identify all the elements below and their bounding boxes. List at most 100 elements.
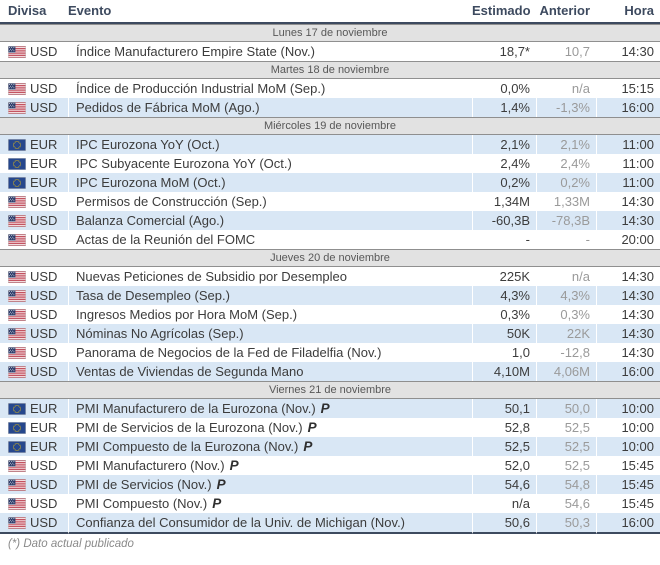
date-label: Lunes 17 de noviembre	[0, 24, 660, 42]
event-name: IPC Eurozona YoY (Oct.)	[68, 135, 472, 154]
us-flag-icon	[0, 79, 30, 98]
table-row: USD PMI de Servicios (Nov.) P 54,6 54,8 15:45	[0, 475, 660, 494]
time-value: 14:30	[596, 305, 660, 324]
event-label: PMI Compuesto (Nov.)	[76, 496, 208, 511]
estimado-value: 1,0	[472, 343, 536, 362]
event-label: Balanza Comercial (Ago.)	[76, 213, 225, 228]
estimado-value: 225K	[472, 267, 536, 286]
event-label: Permisos de Construcción (Sep.)	[76, 194, 267, 209]
event-name: Panorama de Negocios de la Fed de Filade…	[68, 343, 472, 362]
event-label: PMI de Servicios (Nov.)	[76, 477, 212, 492]
currency-code: USD	[30, 211, 68, 230]
table-row: USD Panorama de Negocios de la Fed de Fil…	[0, 343, 660, 362]
event-label: Pedidos de Fábrica MoM (Ago.)	[76, 100, 260, 115]
time-value: 14:30	[596, 286, 660, 305]
preliminary-marker: P	[216, 477, 226, 492]
table-row: EUR PMI de Servicios de la Eurozona (Nov.…	[0, 418, 660, 437]
column-header-estimado: Estimado	[472, 0, 536, 24]
table-row: USD PMI Manufacturero (Nov.) P 52,0 52,5 15:4…	[0, 456, 660, 475]
event-name: Ventas de Viviendas de Segunda Mano	[68, 362, 472, 381]
currency-code: USD	[30, 286, 68, 305]
event-name: Índice de Producción Industrial MoM (Sep…	[68, 79, 472, 98]
us-flag-icon	[0, 267, 30, 286]
event-name: Índice Manufacturero Empire State (Nov.)	[68, 42, 472, 61]
currency-code: USD	[30, 42, 68, 61]
time-value: 14:30	[596, 343, 660, 362]
estimado-value: -60,3B	[472, 211, 536, 230]
currency-code: USD	[30, 494, 68, 513]
anterior-value: 10,7	[536, 42, 596, 61]
anterior-value: 0,2%	[536, 173, 596, 192]
event-name: Confianza del Consumidor de la Univ. de …	[68, 513, 472, 534]
eu-flag-icon	[0, 154, 30, 173]
column-header-anterior: Anterior	[536, 0, 596, 24]
event-name: IPC Eurozona MoM (Oct.)	[68, 173, 472, 192]
table-row: USD Índice Manufacturero Empire State (No…	[0, 42, 660, 61]
event-name: PMI Manufacturero (Nov.) P	[68, 456, 472, 475]
estimado-value: 52,8	[472, 418, 536, 437]
us-flag-icon	[0, 286, 30, 305]
event-label: Nóminas No Agrícolas (Sep.)	[76, 326, 244, 341]
estimado-value: 54,6	[472, 475, 536, 494]
us-flag-icon	[0, 324, 30, 343]
time-value: 16:00	[596, 362, 660, 381]
us-flag-icon	[0, 343, 30, 362]
time-value: 10:00	[596, 418, 660, 437]
event-label: Confianza del Consumidor de la Univ. de …	[76, 515, 406, 530]
time-value: 15:45	[596, 494, 660, 513]
currency-code: EUR	[30, 154, 68, 173]
us-flag-icon	[0, 192, 30, 211]
estimado-value: -	[472, 230, 536, 249]
event-name: Permisos de Construcción (Sep.)	[68, 192, 472, 211]
date-label: Miércoles 19 de noviembre	[0, 117, 660, 135]
event-label: Ventas de Viviendas de Segunda Mano	[76, 364, 304, 379]
time-value: 14:30	[596, 211, 660, 230]
currency-code: USD	[30, 267, 68, 286]
time-value: 11:00	[596, 173, 660, 192]
event-label: IPC Eurozona MoM (Oct.)	[76, 175, 226, 190]
economic-calendar-table: Divisa Evento Estimado Anterior Hora Lun…	[0, 0, 660, 534]
table-row: USD Balanza Comercial (Ago.) -60,3B -78,3B 1…	[0, 211, 660, 230]
event-name: Ingresos Medios por Hora MoM (Sep.)	[68, 305, 472, 324]
eu-flag-icon	[0, 399, 30, 418]
event-name: Pedidos de Fábrica MoM (Ago.)	[68, 98, 472, 117]
anterior-value: 4,3%	[536, 286, 596, 305]
event-name: Tasa de Desempleo (Sep.)	[68, 286, 472, 305]
time-value: 15:45	[596, 456, 660, 475]
anterior-value: 50,0	[536, 399, 596, 418]
currency-code: EUR	[30, 418, 68, 437]
currency-code: EUR	[30, 173, 68, 192]
anterior-value: -12,8	[536, 343, 596, 362]
table-row: USD Ingresos Medios por Hora MoM (Sep.) 0,…	[0, 305, 660, 324]
event-label: Tasa de Desempleo (Sep.)	[76, 288, 230, 303]
estimado-value: 1,34M	[472, 192, 536, 211]
estimado-value: 1,4%	[472, 98, 536, 117]
event-label: Índice Manufacturero Empire State (Nov.)	[76, 44, 315, 59]
anterior-value: -1,3%	[536, 98, 596, 117]
estimado-value: 4,10M	[472, 362, 536, 381]
date-label: Martes 18 de noviembre	[0, 61, 660, 79]
preliminary-marker: P	[229, 458, 239, 473]
estimado-value: 52,0	[472, 456, 536, 475]
currency-code: USD	[30, 305, 68, 324]
table-row: USD Permisos de Construcción (Sep.) 1,34M 1…	[0, 192, 660, 211]
table-row: USD Índice de Producción Industrial MoM (…	[0, 79, 660, 98]
time-value: 11:00	[596, 154, 660, 173]
time-value: 10:00	[596, 399, 660, 418]
currency-code: EUR	[30, 437, 68, 456]
event-label: Ingresos Medios por Hora MoM (Sep.)	[76, 307, 298, 322]
anterior-value: 52,5	[536, 456, 596, 475]
preliminary-marker: P	[320, 401, 330, 416]
table-row: USD Ventas de Viviendas de Segunda Mano 4,…	[0, 362, 660, 381]
estimado-value: 18,7*	[472, 42, 536, 61]
time-value: 20:00	[596, 230, 660, 249]
estimado-value: 52,5	[472, 437, 536, 456]
estimado-value: 50,1	[472, 399, 536, 418]
currency-code: USD	[30, 513, 68, 534]
estimado-value: 2,4%	[472, 154, 536, 173]
eu-flag-icon	[0, 437, 30, 456]
anterior-value: n/a	[536, 267, 596, 286]
currency-code: USD	[30, 192, 68, 211]
us-flag-icon	[0, 494, 30, 513]
